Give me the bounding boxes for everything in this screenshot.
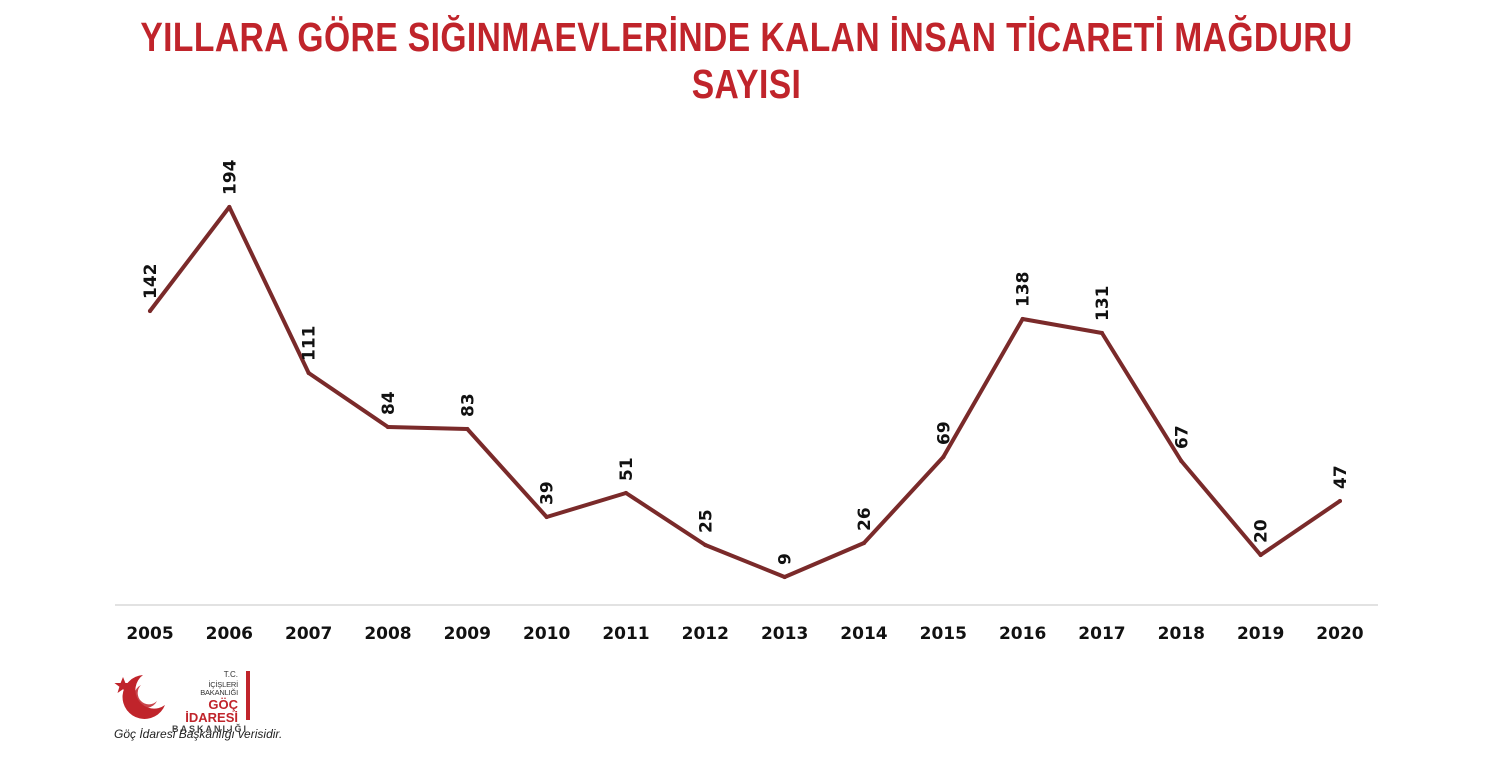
- data-label-2013: 9: [776, 553, 796, 565]
- data-label-2015: 69: [934, 421, 954, 445]
- series-segment-2016-2017: [1020, 317, 1104, 335]
- data-point-2006: [227, 205, 232, 209]
- logo-line-ministry: İÇİŞLERİ BAKANLIĞI: [200, 680, 238, 697]
- data-point-2018: [1179, 459, 1184, 463]
- data-point-2008: [385, 425, 390, 429]
- data-label-2014: 26: [855, 507, 875, 531]
- data-label-2012: 25: [696, 509, 716, 533]
- series-segment-2009-2010: [465, 427, 549, 519]
- data-point-2010: [544, 515, 549, 519]
- series-segment-2005-2006: [148, 205, 232, 313]
- chart-title: YILLARA GÖRE SIĞINMAEVLERİNDE KALAN İNSA…: [140, 14, 1353, 107]
- logo-text: T.C. İÇİŞLERİ BAKANLIĞI GÖÇ İDARESİ BAŞK…: [172, 670, 248, 734]
- data-label-2008: 84: [379, 391, 399, 415]
- data-label-2007: 111: [300, 326, 320, 362]
- x-tick-label-2009: 2009: [444, 624, 491, 644]
- data-point-2012: [703, 543, 708, 547]
- x-tick-label-2012: 2012: [682, 624, 729, 644]
- x-tick-label-2014: 2014: [840, 624, 887, 644]
- x-tick-labels: 2005 2006 2007 2008 2009 2010 2011 2012 2013 2014…: [126, 624, 1363, 644]
- x-tick-label-2020: 2020: [1316, 624, 1363, 644]
- goc-idaresi-logo: [113, 671, 263, 721]
- x-tick-label-2006: 2006: [206, 624, 253, 644]
- series-line-layer: [148, 205, 1342, 579]
- crescent-star-icon: [114, 675, 165, 719]
- data-label-2010: 39: [538, 481, 558, 505]
- data-point-2020: [1337, 499, 1342, 503]
- logo-line-tc: T.C.: [223, 670, 238, 679]
- series-segment-2017-2018: [1099, 331, 1184, 463]
- data-point-2019: [1258, 553, 1263, 557]
- x-tick-label-2018: 2018: [1158, 624, 1205, 644]
- data-labels: 142 194 111 84 83 39 51 25 9 26 69 138 131 67 20 47: [141, 159, 1351, 565]
- series-segment-2007-2008: [306, 371, 390, 429]
- x-tick-label-2013: 2013: [761, 624, 808, 644]
- x-tick-label-2008: 2008: [364, 624, 411, 644]
- x-tick-label-2010: 2010: [523, 624, 570, 644]
- x-tick-label-2015: 2015: [920, 624, 967, 644]
- data-point-2007: [306, 371, 311, 375]
- x-tick-label-2017: 2017: [1078, 624, 1125, 644]
- logo-divider: [246, 671, 250, 720]
- logo-line-goc-idaresi: GÖÇ İDARESİ: [185, 697, 238, 725]
- series-segment-2011-2012: [623, 491, 708, 547]
- data-point-2005: [148, 309, 152, 313]
- data-point-2011: [623, 491, 628, 495]
- data-label-2011: 51: [617, 457, 637, 481]
- x-tick-label-2005: 2005: [126, 624, 173, 644]
- data-point-2017: [1099, 331, 1104, 335]
- data-label-2019: 20: [1252, 519, 1272, 543]
- series-segment-2014-2015: [861, 455, 946, 545]
- data-point-2016: [1020, 317, 1025, 321]
- source-note: Göç İdaresi Başkanlığı verisidir.: [114, 727, 283, 741]
- data-label-2018: 67: [1172, 425, 1192, 449]
- x-tick-label-2016: 2016: [999, 624, 1046, 644]
- data-label-2006: 194: [220, 159, 240, 195]
- series-segment-2010-2011: [544, 491, 628, 519]
- x-tick-label-2007: 2007: [285, 624, 332, 644]
- data-point-2009: [465, 427, 470, 431]
- series-segment-2015-2016: [941, 317, 1025, 459]
- data-label-2009: 83: [458, 393, 478, 417]
- series-segment-2006-2007: [227, 205, 311, 375]
- data-point-2015: [941, 455, 946, 459]
- data-label-2016: 138: [1014, 272, 1034, 308]
- series-segment-2018-2019: [1179, 459, 1263, 557]
- series-segment-2013-2014: [782, 541, 866, 579]
- series-segment-2019-2020: [1258, 499, 1342, 557]
- data-point-2013: [782, 575, 787, 579]
- data-label-2005: 142: [141, 264, 161, 300]
- data-point-2014: [861, 541, 866, 545]
- data-label-2017: 131: [1093, 286, 1113, 322]
- x-tick-label-2019: 2019: [1237, 624, 1284, 644]
- series-segment-2008-2009: [385, 425, 470, 431]
- x-tick-label-2011: 2011: [602, 624, 649, 644]
- data-label-2020: 47: [1331, 465, 1351, 489]
- series-segment-2012-2013: [703, 543, 787, 579]
- logo-line-baskanligi: BAŞKANLIĞI: [172, 724, 248, 734]
